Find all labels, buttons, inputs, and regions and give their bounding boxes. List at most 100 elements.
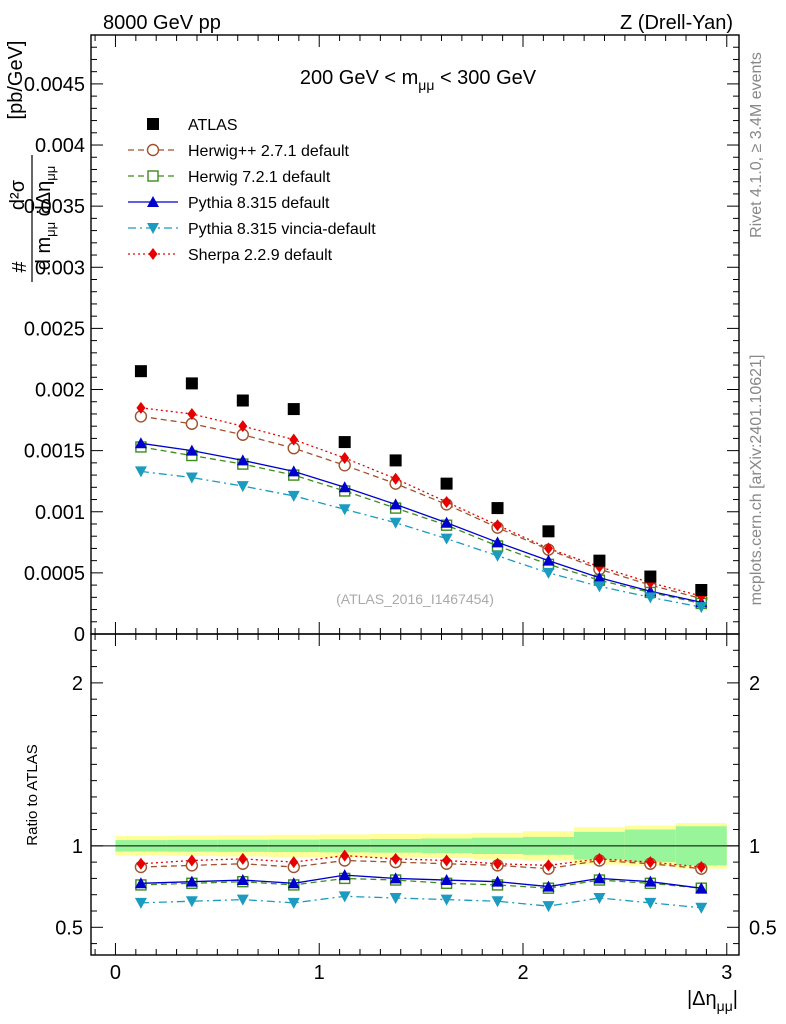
legend: ATLAS Herwig++ 2.7.1 default Herwig 7.2.1 … — [128, 117, 376, 264]
series-line-herwig7 — [140, 446, 702, 605]
data-point-atlas — [695, 583, 708, 596]
ratio-point-sherpa — [442, 854, 452, 867]
data-point-atlas — [542, 525, 555, 538]
ratio-point-vincia — [287, 897, 300, 909]
y-tick-label: 0.002 — [35, 380, 85, 402]
ratio-point-vincia — [134, 897, 147, 909]
data-point-pythia — [542, 554, 555, 566]
chart-title-subscript: μμ — [418, 77, 434, 93]
x-tick-label: 2 — [517, 962, 528, 984]
data-point-atlas — [389, 454, 402, 467]
ratio-point-pythia — [185, 875, 198, 887]
ratio-point-pythia — [440, 874, 453, 886]
y-axis-label: # d²σ d mμμ dΔημμ [pb/GeV] — [5, 41, 58, 282]
ratio-point-vincia — [695, 902, 708, 914]
legend-label: Pythia 8.315 default — [188, 195, 330, 212]
data-point-atlas — [440, 477, 453, 490]
series-line-herwigpp — [140, 415, 702, 600]
main-axes: 0 0.0005 0.001 0.0015 0.002 0.0025 0.003 0.0035… — [24, 34, 740, 646]
ratio-point-pythia — [491, 875, 504, 887]
y-axis-label-sub: μμ — [43, 222, 58, 237]
ratio-point-vincia — [440, 894, 453, 906]
ratio-axes: 0 1 2 3 0.5 0.5 1 1 2 2 — [55, 633, 777, 984]
ratio-point-pythia — [542, 880, 555, 892]
y-tick-label: 0.003 — [35, 257, 85, 279]
y-tick-label: 0.0045 — [24, 74, 85, 96]
ratio-line-herwig7 — [140, 877, 702, 889]
ratio-series-layer — [134, 849, 708, 914]
x-axis-label: |Δημμ| — [687, 988, 738, 1014]
data-point-atlas — [644, 570, 657, 583]
chart-title: 200 GeV < mμμ < 300 GeV — [300, 67, 537, 93]
series-line-vincia — [140, 470, 702, 608]
ratio-point-vincia — [389, 892, 402, 904]
ratio-point-sherpa — [645, 856, 655, 869]
y-axis-label-sub: μμ — [43, 166, 58, 181]
series-line-pythia — [140, 442, 702, 603]
data-point-pythia — [134, 437, 147, 449]
ratio-point-pythia — [695, 882, 708, 894]
data-point-sherpa — [136, 401, 146, 414]
data-point-vincia — [593, 581, 606, 593]
legend-label: Herwig++ 2.7.1 default — [188, 143, 350, 160]
legend-label: ATLAS — [188, 117, 238, 134]
y-tick-label: 0.0035 — [24, 196, 85, 218]
legend-marker-atlas — [147, 118, 159, 130]
legend-marker-herwigpp — [146, 143, 160, 157]
ratio-point-pythia — [593, 872, 606, 884]
y-axis-label-dm: d m — [33, 237, 55, 270]
data-point-atlas — [287, 403, 300, 416]
ratio-point-pythia — [287, 877, 300, 889]
data-point-vincia — [185, 472, 198, 484]
ratio-tick-label: 0.5 — [55, 917, 83, 939]
data-point-pythia — [440, 516, 453, 528]
legend-label: Pythia 8.315 vincia-default — [188, 221, 376, 238]
x-tick-label: 0 — [110, 962, 121, 984]
ratio-point-vincia — [644, 897, 657, 909]
ratio-point-pythia — [134, 877, 147, 889]
data-point-vincia — [287, 490, 300, 502]
data-point-pythia — [236, 454, 249, 466]
ratio-point-pythia — [389, 872, 402, 884]
data-point-pythia — [593, 571, 606, 583]
y-axis-label-numerator: d²σ — [7, 179, 29, 210]
ratio-point-sherpa — [543, 859, 553, 872]
data-point-sherpa — [493, 519, 503, 532]
ratio-line-herwigpp — [140, 859, 702, 870]
legend-marker-sherpa — [148, 248, 158, 260]
data-point-pythia — [389, 498, 402, 510]
data-point-vincia — [695, 602, 708, 614]
legend-label: Sherpa 2.2.9 default — [188, 247, 333, 264]
data-point-sherpa — [187, 407, 197, 420]
mcplots-reference-label: mcplots.cern.ch [arXiv:2401.10621] — [748, 355, 765, 606]
data-point-sherpa — [543, 542, 553, 555]
ratio-point-pythia — [236, 874, 249, 886]
data-point-vincia — [338, 504, 351, 516]
ratio-point-sherpa — [696, 861, 706, 874]
data-point-atlas — [491, 502, 504, 515]
header-collision-label: 8000 GeV pp — [103, 12, 221, 34]
data-point-sherpa — [238, 420, 248, 433]
x-axis-label-bar: | — [733, 988, 738, 1010]
ratio-point-vincia — [236, 894, 249, 906]
data-point-atlas — [338, 436, 351, 449]
ratio-point-vincia — [185, 896, 198, 908]
data-point-vincia — [389, 517, 402, 529]
ratio-tick-label: 1 — [72, 836, 83, 858]
ratio-point-sherpa — [238, 852, 248, 865]
legend-label: Herwig 7.2.1 default — [188, 169, 331, 186]
ratio-point-sherpa — [340, 849, 350, 862]
y-axis-label-deta: dΔη — [33, 181, 55, 222]
data-point-vincia — [440, 533, 453, 545]
ratio-point-sherpa — [493, 857, 503, 870]
data-point-atlas — [593, 554, 606, 567]
data-point-sherpa — [391, 472, 401, 485]
ratio-point-vincia — [593, 892, 606, 904]
data-point-atlas — [185, 377, 198, 390]
data-point-atlas — [236, 394, 249, 407]
rivet-version-label: Rivet 4.1.0, ≥ 3.4M events — [748, 52, 765, 238]
series-line-sherpa — [140, 407, 702, 597]
ratio-frame — [90, 633, 740, 956]
data-point-pythia — [185, 444, 198, 456]
